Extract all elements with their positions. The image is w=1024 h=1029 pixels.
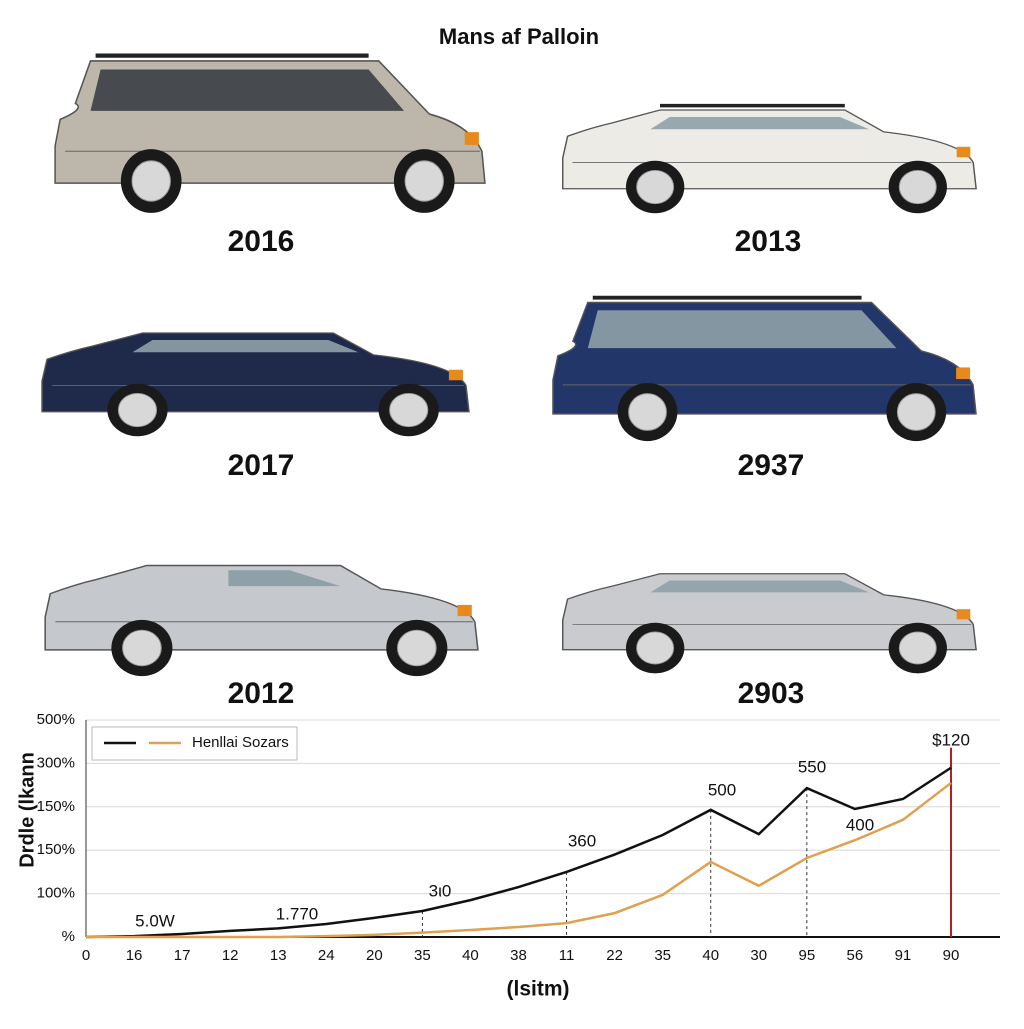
car-window [90, 69, 405, 111]
x-tick-label: 38 [510, 947, 527, 964]
y-tick-label: 300% [37, 754, 75, 771]
annotation: 500 [708, 780, 736, 799]
annotation: 400 [846, 815, 874, 834]
annotation: 1.770 [276, 904, 319, 923]
x-tick-label: 17 [174, 947, 191, 964]
hubcap [636, 631, 675, 665]
x-tick-label: 0 [82, 947, 90, 964]
annotation: 360 [568, 831, 596, 850]
x-tick-label: 35 [414, 947, 431, 964]
headlight [448, 369, 463, 381]
x-tick-label: 35 [654, 947, 671, 964]
x-axis-label: (lsitm) [507, 978, 570, 1001]
y-tick-label: 150% [37, 841, 75, 858]
x-tick-label: 91 [895, 947, 912, 964]
hubcap [131, 160, 171, 202]
headlight [457, 604, 472, 617]
y-axis-label: Drdle (lkann [16, 752, 38, 868]
x-tick-label: 95 [798, 947, 815, 964]
hubcap [389, 392, 429, 428]
car-window [587, 310, 897, 349]
x-tick-label: 20 [366, 947, 383, 964]
x-tick-label: 56 [847, 947, 864, 964]
hubcap [404, 160, 444, 202]
y-tick-label: 500% [37, 711, 75, 728]
hubcap [396, 629, 437, 667]
hubcap [898, 631, 937, 665]
y-tick-label: % [62, 928, 75, 945]
headlight [956, 609, 971, 620]
car [561, 573, 977, 674]
car-window [650, 117, 870, 130]
series-line [86, 781, 952, 939]
x-tick-label: 40 [702, 947, 719, 964]
year-label: 2012 [228, 677, 295, 710]
year-label: 2013 [735, 225, 802, 258]
y-tick-label: 100% [37, 885, 75, 902]
car-window [132, 340, 359, 353]
x-tick-label: 16 [126, 947, 143, 964]
car-window [228, 570, 341, 587]
year-label: 2016 [228, 225, 295, 258]
annotation: 5.0W [135, 911, 175, 930]
car [54, 53, 486, 213]
year-label: 2017 [228, 449, 295, 482]
series-line [85, 766, 952, 939]
x-tick-label: 22 [606, 947, 623, 964]
annotation: 3ι0 [429, 881, 452, 900]
car [44, 564, 479, 677]
hubcap [898, 169, 937, 205]
hubcap [636, 169, 675, 205]
car-window [650, 580, 870, 593]
year-label: 2937 [738, 449, 805, 482]
car [561, 103, 977, 214]
x-tick-label: 11 [559, 947, 575, 964]
year-label: 2903 [738, 677, 805, 710]
hubcap [117, 392, 158, 428]
x-tick-label: 12 [222, 947, 239, 964]
annotation: 550 [798, 757, 826, 776]
headlight [956, 367, 971, 380]
hubcap [122, 629, 162, 667]
hubcap [896, 393, 936, 431]
title: Mans af Palloin [439, 24, 599, 49]
headlight [956, 146, 971, 158]
hubcap [628, 393, 667, 431]
headlight [464, 132, 479, 145]
y-tick-label: 150% [37, 798, 75, 815]
legend-label: Henllai Sozars [192, 734, 289, 751]
x-tick-label: 13 [270, 947, 287, 964]
x-tick-label: 30 [750, 947, 767, 964]
x-tick-label: 90 [943, 947, 960, 964]
annotation: $120 [932, 730, 970, 749]
car [552, 295, 977, 442]
x-tick-label: 24 [318, 947, 335, 964]
x-tick-label: 40 [462, 947, 479, 964]
car [41, 332, 470, 437]
